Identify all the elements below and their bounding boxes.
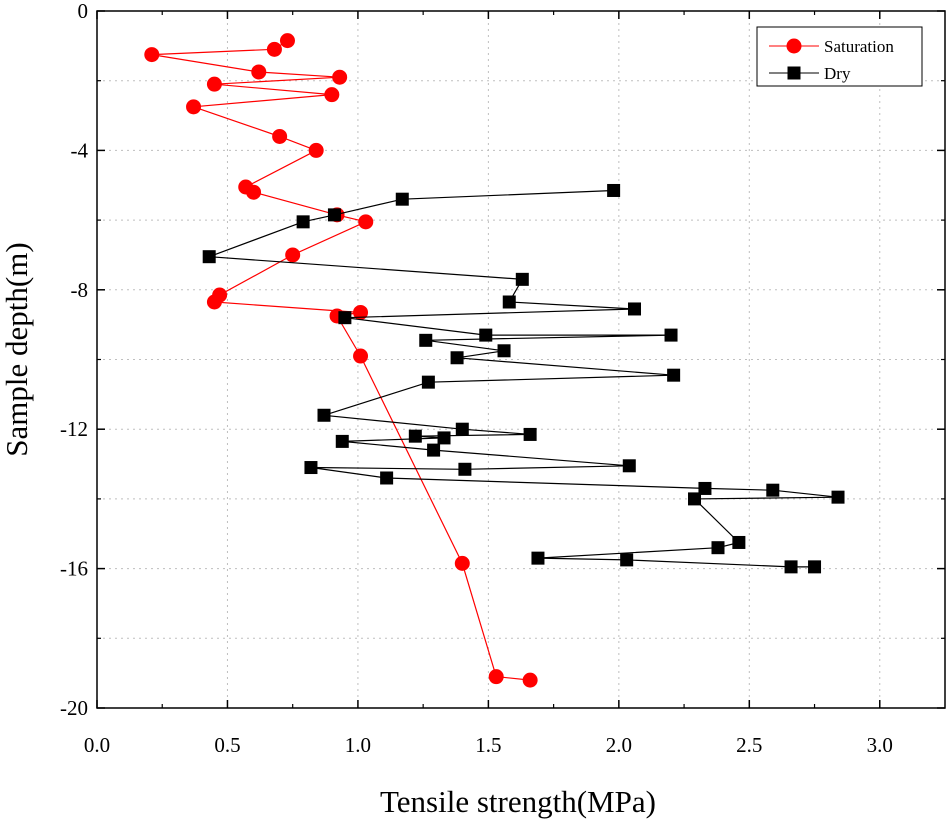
data-point-saturation bbox=[308, 142, 324, 158]
data-point-saturation bbox=[522, 672, 538, 688]
x-tick-label: 2.0 bbox=[606, 733, 632, 757]
data-point-dry bbox=[497, 344, 511, 358]
data-point-dry bbox=[622, 459, 636, 473]
x-tick-label: 3.0 bbox=[867, 733, 893, 757]
data-point-dry bbox=[479, 328, 493, 342]
data-point-saturation bbox=[285, 247, 301, 263]
data-point-dry bbox=[335, 434, 349, 448]
data-point-saturation bbox=[324, 87, 340, 103]
legend-box bbox=[756, 26, 923, 87]
data-point-dry bbox=[698, 481, 712, 495]
data-point-dry bbox=[419, 333, 433, 347]
data-point-dry bbox=[688, 492, 702, 506]
data-point-dry bbox=[304, 461, 318, 475]
x-axis-title: Tensile strength(MPa) bbox=[380, 784, 656, 819]
x-tick-label: 0.0 bbox=[84, 733, 110, 757]
data-point-dry bbox=[664, 328, 678, 342]
data-point-dry bbox=[338, 311, 352, 325]
y-axis-title: Sample depth(m) bbox=[0, 242, 34, 456]
x-tick-label: 1.5 bbox=[475, 733, 501, 757]
legend: Saturation Dry bbox=[756, 26, 923, 87]
data-point-dry bbox=[732, 535, 746, 549]
data-point-dry bbox=[296, 215, 310, 229]
data-point-dry bbox=[421, 375, 435, 389]
data-point-dry bbox=[531, 551, 545, 565]
data-point-dry bbox=[607, 183, 621, 197]
data-point-dry bbox=[380, 471, 394, 485]
data-point-dry bbox=[395, 192, 409, 206]
data-point-dry bbox=[628, 302, 642, 316]
data-point-saturation bbox=[353, 304, 369, 320]
x-tick-label: 0.5 bbox=[214, 733, 240, 757]
data-point-saturation bbox=[353, 348, 369, 364]
y-tick-label: -12 bbox=[60, 417, 88, 441]
data-point-dry bbox=[784, 560, 798, 574]
y-tick-label: -4 bbox=[71, 138, 89, 162]
data-point-saturation bbox=[144, 47, 160, 63]
data-point-saturation bbox=[454, 555, 470, 571]
data-point-dry bbox=[808, 560, 822, 574]
legend-label-saturation: Saturation bbox=[824, 37, 894, 56]
data-point-saturation bbox=[279, 33, 295, 49]
data-point-dry bbox=[327, 208, 341, 222]
data-point-saturation bbox=[246, 184, 262, 200]
data-point-saturation bbox=[206, 294, 222, 310]
y-tick-label: -16 bbox=[60, 557, 88, 581]
legend-marker-dry bbox=[787, 66, 801, 80]
data-point-dry bbox=[458, 462, 472, 476]
data-point-dry bbox=[437, 431, 451, 445]
y-tick-label: -8 bbox=[71, 278, 89, 302]
x-tick-label: 2.5 bbox=[736, 733, 762, 757]
y-tick-label: -20 bbox=[60, 696, 88, 720]
data-point-dry bbox=[502, 295, 516, 309]
data-point-dry bbox=[620, 553, 634, 567]
data-point-dry bbox=[317, 408, 331, 422]
data-point-dry bbox=[202, 250, 216, 264]
data-point-saturation bbox=[266, 41, 282, 57]
data-point-saturation bbox=[358, 214, 374, 230]
data-point-dry bbox=[515, 272, 529, 286]
data-point-saturation bbox=[332, 69, 348, 85]
data-point-dry bbox=[455, 422, 469, 436]
data-point-dry bbox=[427, 443, 441, 457]
data-point-dry bbox=[667, 368, 681, 382]
x-tick-label: 1.0 bbox=[345, 733, 371, 757]
grid-layer bbox=[97, 11, 945, 708]
data-point-saturation bbox=[272, 128, 288, 144]
data-point-saturation bbox=[206, 76, 222, 92]
data-point-saturation bbox=[488, 669, 504, 685]
data-point-dry bbox=[450, 351, 464, 365]
y-tick-label: 0 bbox=[78, 0, 89, 23]
ticks-layer: 0.0 0.5 1.0 1.5 2.0 2.5 3.0 0 -4 -8 -12 -16 -20 bbox=[60, 0, 945, 757]
legend-label-dry: Dry bbox=[824, 64, 851, 83]
series-line-dry bbox=[208, 189, 839, 568]
data-point-saturation bbox=[251, 64, 267, 80]
data-point-dry bbox=[766, 483, 780, 497]
data-point-saturation bbox=[186, 99, 202, 115]
data-point-dry bbox=[711, 541, 725, 555]
series-layer bbox=[144, 33, 845, 688]
data-point-dry bbox=[523, 427, 537, 441]
data-point-dry bbox=[408, 429, 422, 443]
series-line-saturation bbox=[151, 40, 531, 681]
legend-marker-saturation bbox=[786, 38, 802, 54]
data-point-dry bbox=[831, 490, 845, 504]
